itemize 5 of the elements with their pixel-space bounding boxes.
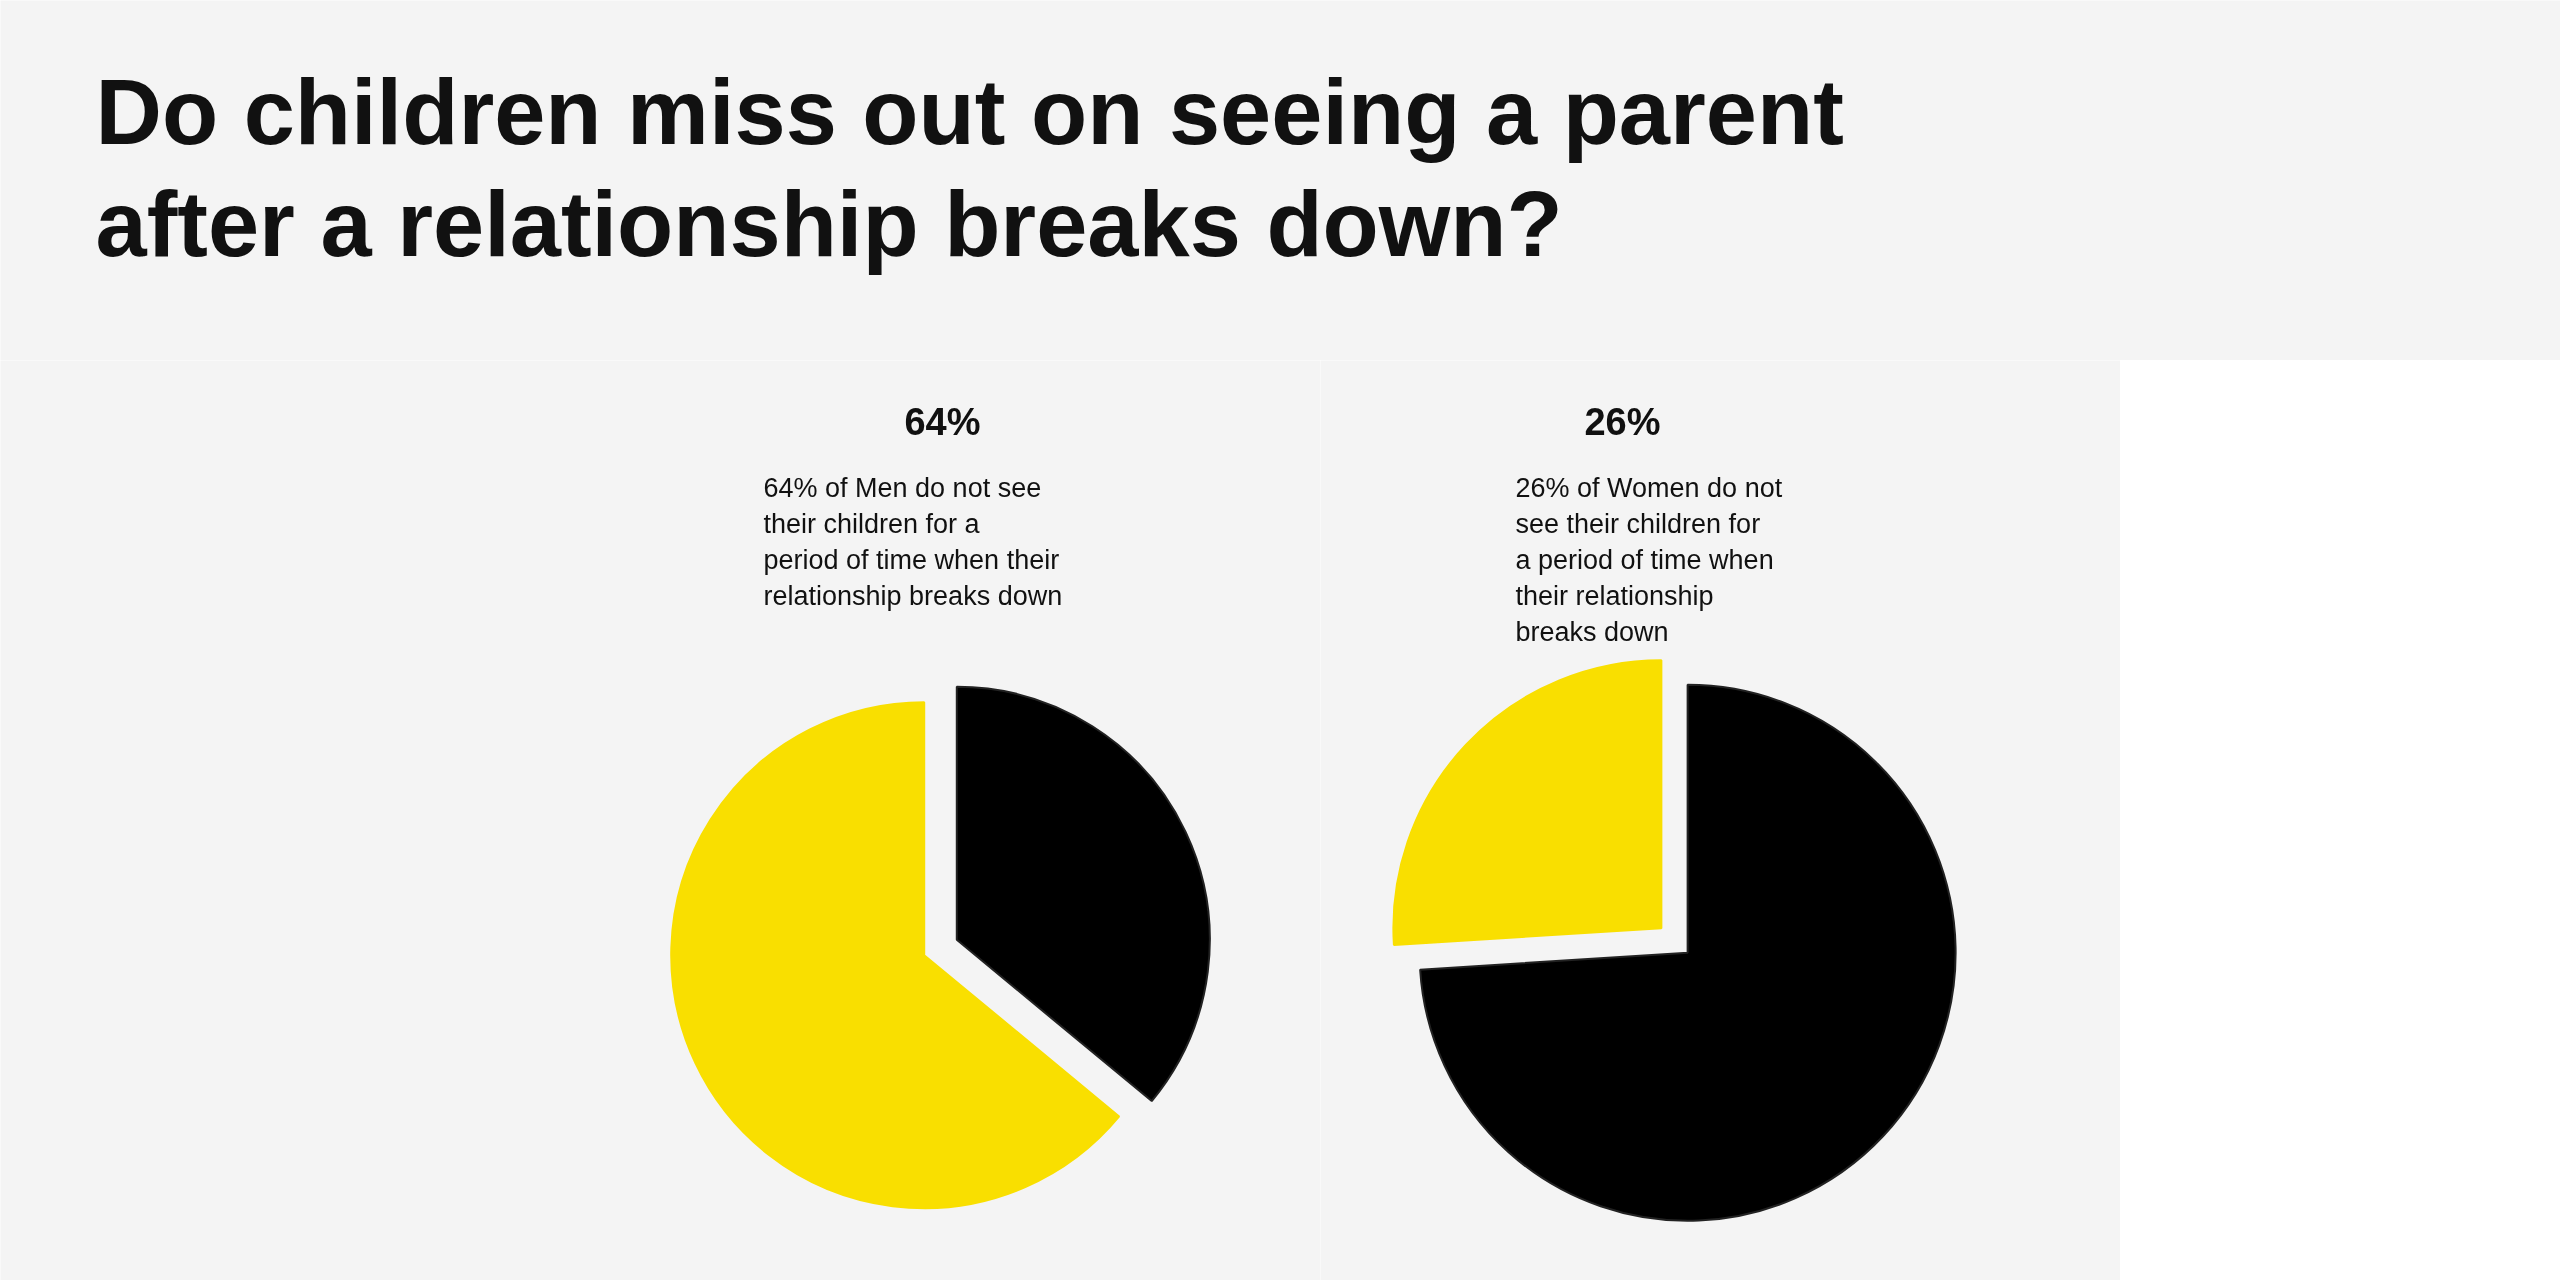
chart-title: Do children miss out on seeing a parent after a relationship breaks down? <box>95 60 1844 275</box>
text: 26% of Women do not see their children for a period of time when their relationship breaks down <box>1515 472 1783 647</box>
chart-subtitle: 26% <box>1584 400 1661 443</box>
text: 64% of Men do not see their children for a period of time when their relationship breaks down <box>763 472 1063 611</box>
chart-subtitle: 64% <box>904 400 981 443</box>
